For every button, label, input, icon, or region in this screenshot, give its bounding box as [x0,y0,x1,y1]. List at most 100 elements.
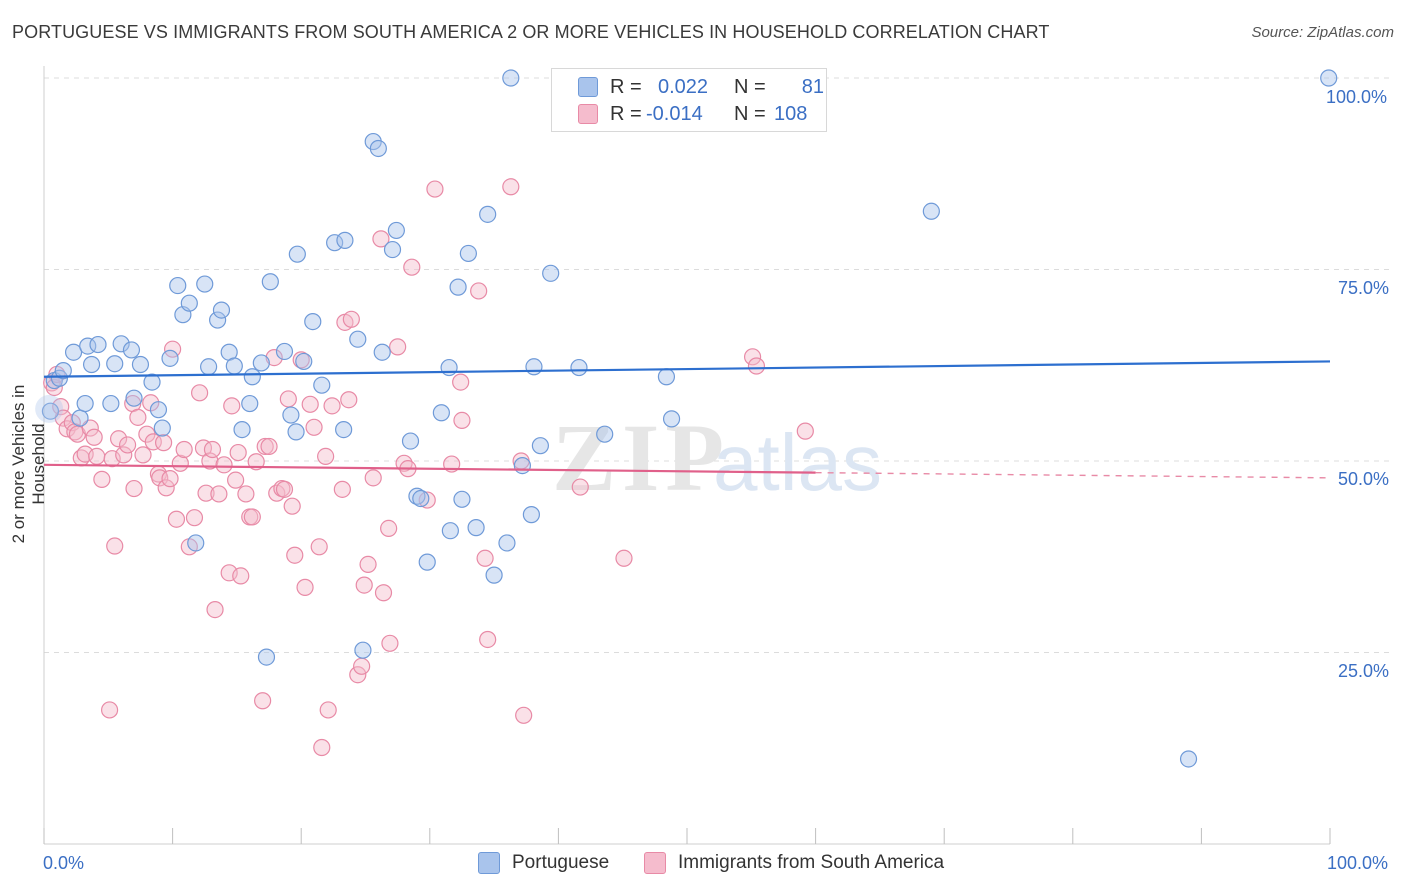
source-label: Source: ZipAtlas.com [1251,24,1394,41]
point-portuguese [485,566,503,584]
point-portuguese [441,522,459,540]
legend-r-label: R = [610,102,642,125]
point-immigrants [161,470,179,488]
point-immigrants [374,584,393,602]
x-tick-min: 0.0% [43,853,85,873]
point-portuguese [657,368,676,386]
legend-n-value: 81 [801,75,824,98]
point-portuguese [241,394,259,413]
trend-line-immigrants [43,463,816,474]
point-immigrants [45,378,63,397]
trend-lines [43,360,1331,479]
point-immigrants [418,491,436,509]
point-immigrants [109,430,128,448]
point-immigrants [115,446,133,464]
point-immigrants [403,258,421,276]
legend-n-label: N = [734,75,766,98]
point-portuguese [233,420,251,439]
stats-legend: R = 0.022 N = 81 R = -0.014 N = 108 [551,68,827,132]
point-immigrants [210,485,228,503]
point-immigrants [296,578,314,596]
point-immigrants [313,738,331,757]
legend-r-value: -0.014 [646,102,703,125]
point-immigrants [286,546,304,564]
point-portuguese [525,358,543,376]
point-immigrants [389,338,407,356]
watermark: ZIP atlas [552,404,882,511]
point-portuguese [122,341,141,359]
point-portuguese [131,355,150,374]
point-immigrants [452,373,470,391]
point-immigrants [353,657,371,675]
point-portuguese [453,490,471,508]
point-portuguese [479,205,497,223]
legend-r-label: R = [610,75,642,98]
point-portuguese [282,406,300,424]
point-portuguese [502,69,520,87]
point-immigrants [301,395,319,413]
point-portuguese [570,358,588,377]
y-tick-75: 75.0% [1338,278,1390,298]
point-immigrants [453,411,471,430]
grid [44,77,1392,653]
legend-row-immigrants: R = -0.014 N = 108 [578,102,814,126]
point-portuguese [143,373,161,391]
point-portuguese [153,419,171,437]
point-portuguese [449,278,467,296]
legend-label-portuguese: Portuguese [512,852,610,873]
point-portuguese [304,312,322,331]
legend-item-portuguese[interactable]: Portuguese [478,852,609,874]
point-immigrants [167,510,186,528]
trend-line-portuguese [43,360,1331,378]
point-portuguese [662,410,681,428]
point-portuguese [1179,750,1198,768]
point-immigrants [215,456,233,474]
point-immigrants [349,666,367,684]
point-portuguese [261,273,279,291]
legend-swatch-blue [578,77,598,97]
point-portuguese [440,358,458,377]
point-immigrants [237,485,255,503]
point-portuguese [102,394,120,413]
point-immigrants [85,428,103,446]
point-immigrants [227,471,245,489]
point-immigrants [355,576,373,594]
point-immigrants [747,357,766,375]
point-portuguese [243,368,261,386]
legend-n-value: 108 [774,102,808,125]
y-tick-100: 100.0% [1326,87,1388,107]
legend-swatch-blue [478,852,500,874]
legend-swatch-pink [578,104,598,124]
trend-line-immigrants-dashed [815,471,1331,479]
point-portuguese [209,311,227,329]
point-immigrants [191,384,209,402]
point-portuguese [542,264,560,282]
legend-n-label: N = [734,102,766,125]
point-immigrants [247,453,265,471]
point-portuguese [54,362,72,380]
point-immigrants [197,484,215,502]
point-portuguese [76,394,94,413]
point-portuguese [531,437,549,455]
point-immigrants [571,478,589,496]
point-immigrants [502,178,520,196]
point-portuguese [200,358,218,376]
point-portuguese [387,221,405,240]
point-immigrants [232,567,250,585]
point-immigrants [268,484,286,502]
point-portuguese [106,355,124,373]
point-portuguese [112,335,130,353]
point-portuguese [522,506,540,524]
point-portuguese [196,275,214,293]
point-immigrants [319,701,337,719]
point-immigrants [154,434,173,452]
point-immigrants [243,508,261,526]
point-immigrants [515,706,533,724]
point-portuguese [922,202,940,220]
point-portuguese [596,425,614,443]
point-immigrants [743,348,762,366]
point-immigrants [88,447,106,466]
point-immigrants [206,601,224,619]
legend-item-immigrants[interactable]: Immigrants from South America [644,852,944,874]
watermark-zip: ZIP [552,404,730,511]
